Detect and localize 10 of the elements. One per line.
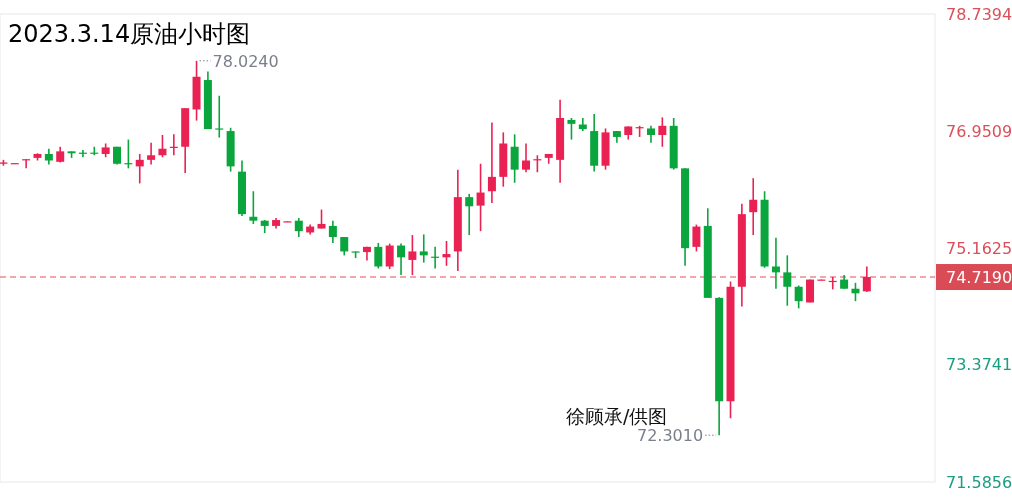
y-tick-label: 71.5856 [946, 472, 1012, 492]
chart-title: 2023.3.14原油小时图 [8, 20, 251, 48]
y-tick-label: 75.1625 [946, 238, 1012, 258]
annotation: 72.3010 [636, 426, 704, 446]
y-tick-label: 76.9509 [946, 121, 1012, 141]
y-tick-label: 73.3741 [946, 355, 1012, 375]
y-tick-label: 78.7394 [946, 4, 1012, 24]
annotation: 78.0240 [212, 51, 279, 71]
ref-line-label: 74.7190 [946, 267, 1012, 287]
annotation: 徐顾承/供图 [566, 405, 668, 427]
